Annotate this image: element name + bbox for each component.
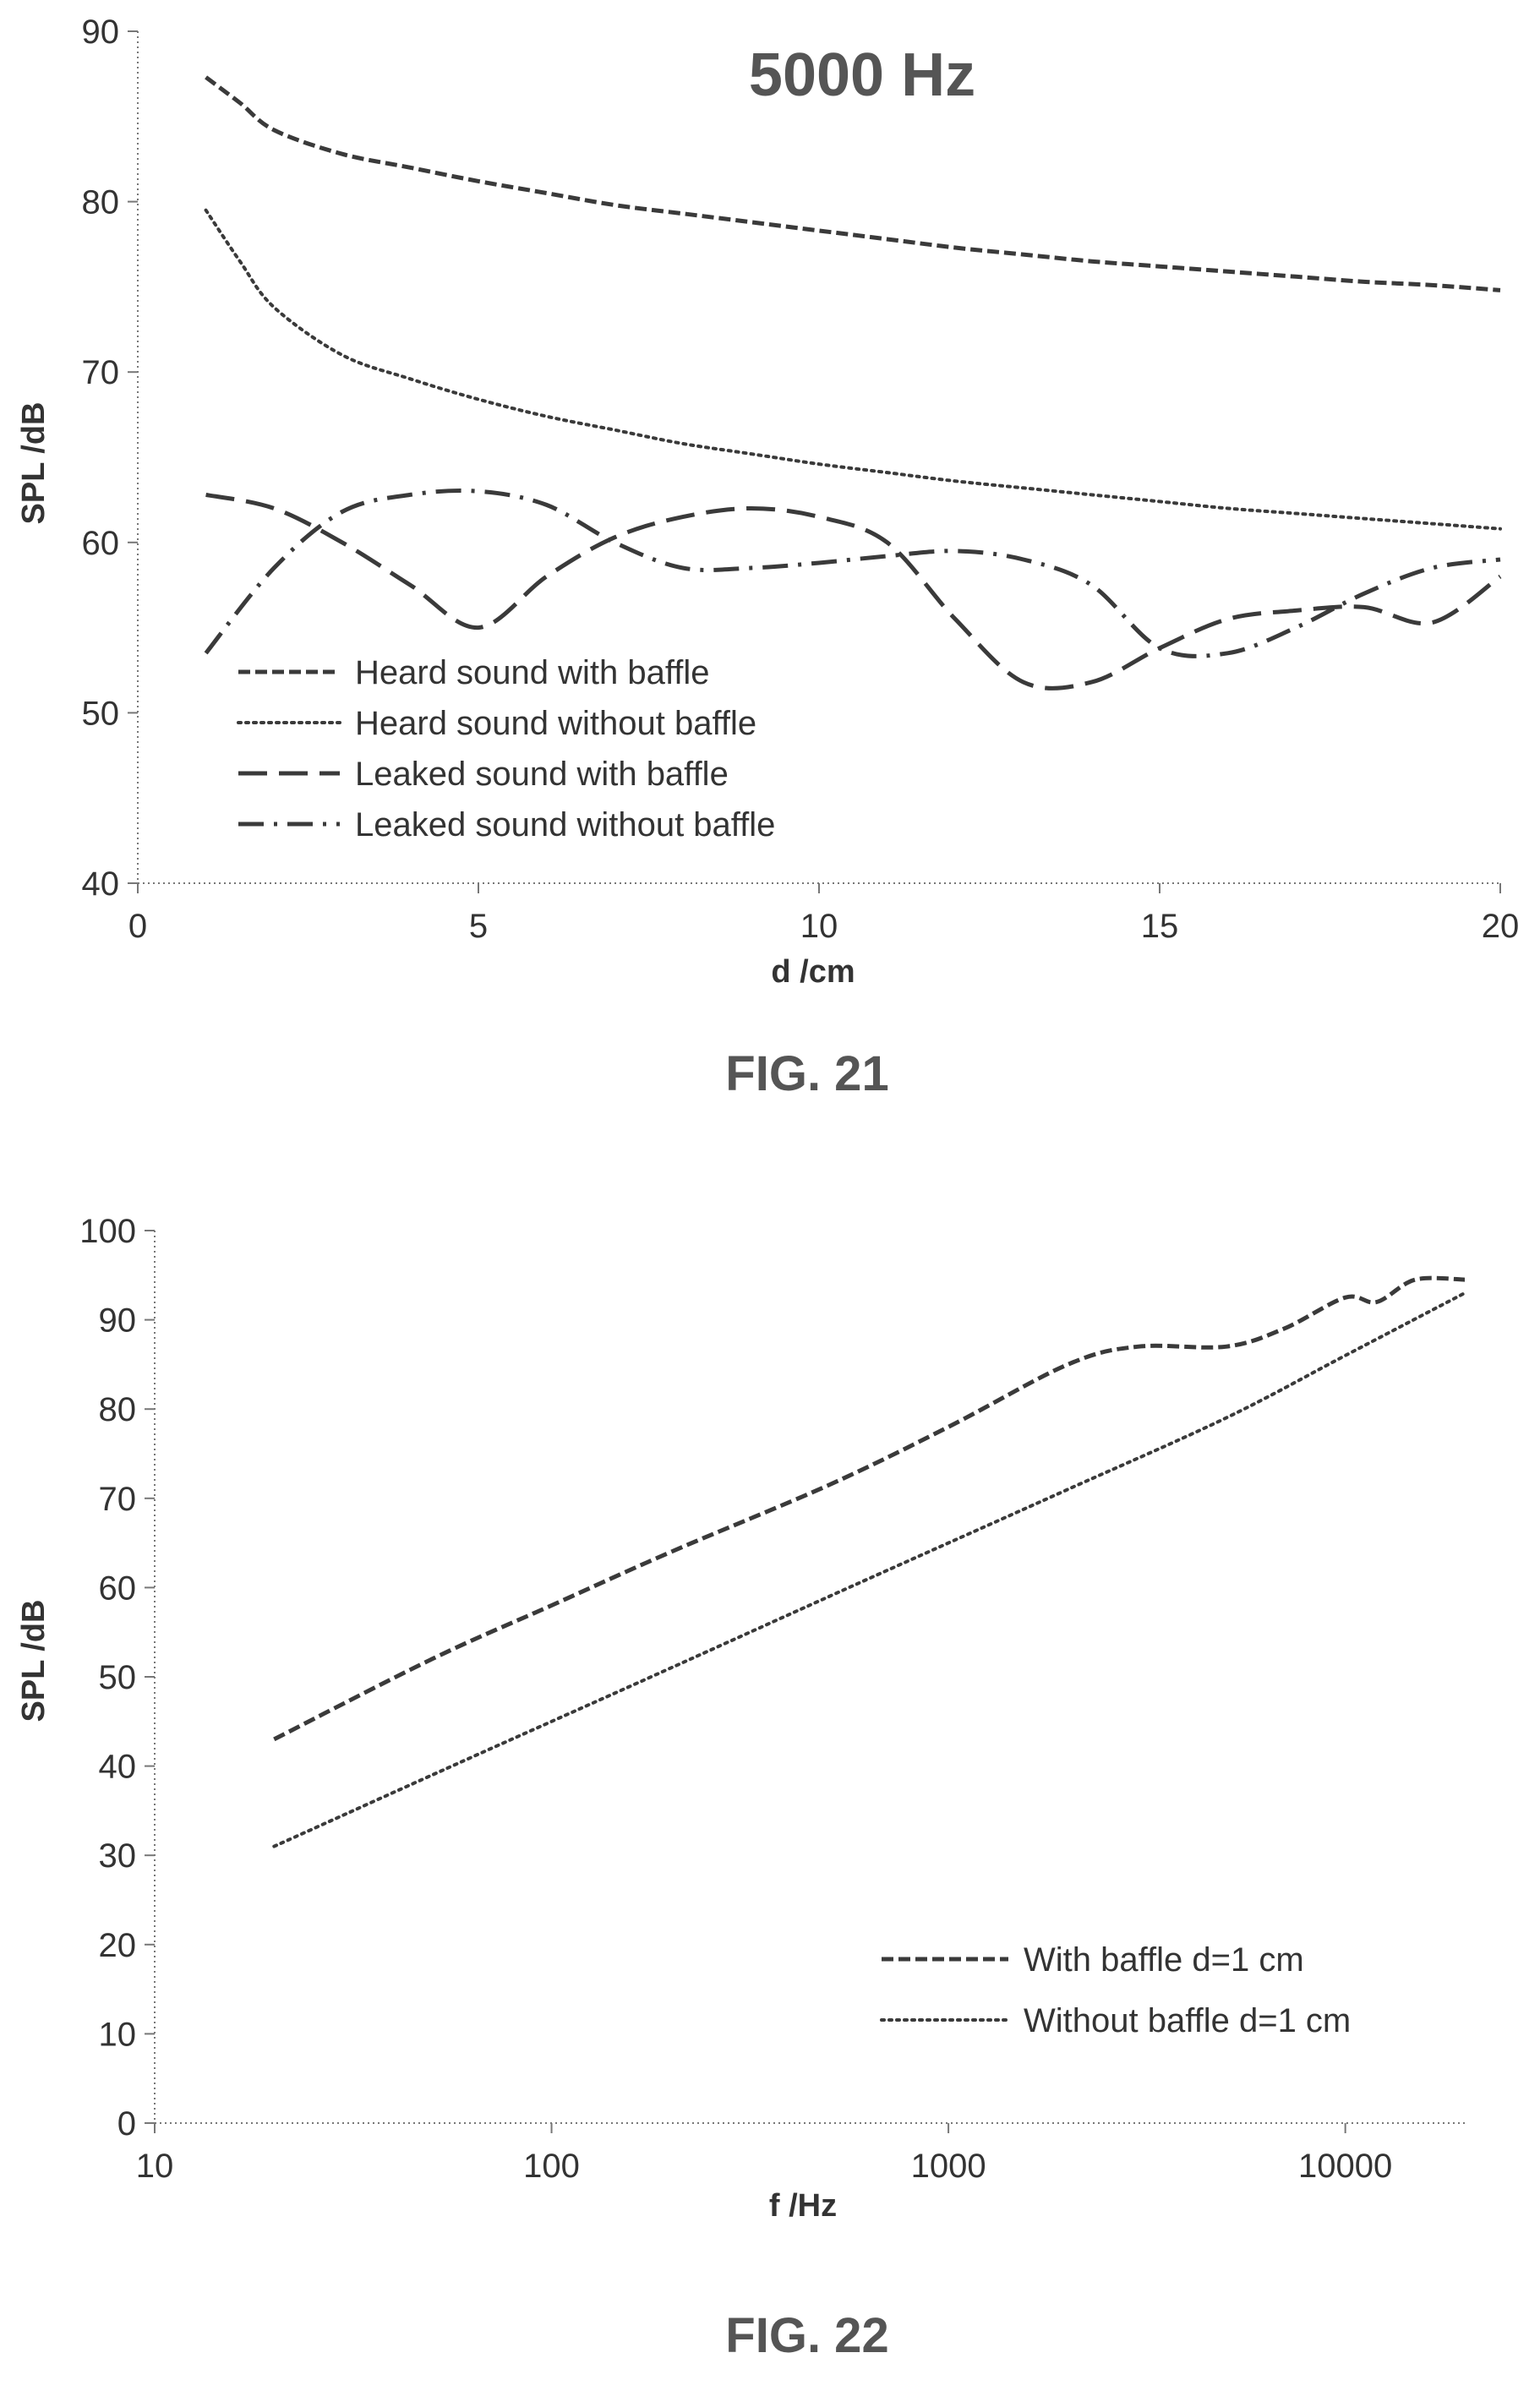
chart-fig21: 40 50 60 70 80 90 0 5 10 15 20 5000 Hz d /cm SPL …	[16, 14, 1519, 1101]
fig21-y-tick-label: 90	[82, 14, 120, 51]
fig21-y-tick-label: 70	[82, 354, 120, 391]
fig21-caption: FIG. 21	[725, 1046, 888, 1101]
fig21-legend-label-heard-sound-without-baffle: Heard sound without baffle	[355, 705, 756, 742]
fig22-y-tick-label: 40	[99, 1749, 137, 1786]
fig21-y-tick-label: 50	[82, 695, 120, 732]
fig22-x-axis-label: f /Hz	[769, 2188, 837, 2224]
fig22-y-tick-label: 30	[99, 1837, 137, 1875]
fig21-legend: Heard sound with baffle Heard sound witho…	[237, 654, 775, 843]
fig22-y-tick-label: 60	[99, 1569, 137, 1607]
fig22-x-tick-label: 100	[523, 2148, 580, 2185]
fig22-x-tick-label: 1000	[911, 2148, 986, 2185]
fig22-y-tick-label: 90	[99, 1302, 137, 1340]
fig21-legend-label-leaked-sound-without-baffle: Leaked sound without baffle	[355, 806, 775, 843]
fig21-y-tick-label: 80	[82, 184, 120, 221]
fig21-x-tick-label: 20	[1482, 908, 1520, 945]
fig21-series-heard-sound-with-baffle	[205, 75, 1501, 292]
fig21-x-tick-label: 5	[469, 908, 488, 945]
fig21-series-leaked-sound-without-baffle	[204, 489, 1501, 658]
fig22-y-tick-label: 100	[79, 1213, 136, 1250]
fig21-y-axis-label: SPL /dB	[16, 402, 52, 525]
fig22-series-without-baffle-d-1-cm	[272, 1291, 1466, 1848]
fig22-y-tick-label: 80	[99, 1391, 137, 1428]
fig21-x-axis-label: d /cm	[771, 954, 855, 990]
fig22-caption: FIG. 22	[725, 2308, 888, 2363]
fig22-series-with-baffle-d-1-cm	[273, 1275, 1466, 1742]
fig21-legend-label-heard-sound-with-baffle: Heard sound with baffle	[355, 654, 710, 691]
fig21-y-tick-label: 60	[82, 525, 120, 562]
fig22-x-tick-label: 10000	[1298, 2148, 1392, 2185]
fig22-legend: With baffle d=1 cm Without baffle d=1 cm	[880, 1941, 1351, 2039]
fig22-y-tick-label: 70	[99, 1481, 137, 1518]
fig22-x-tick-label: 10	[136, 2148, 174, 2185]
fig22-y-axis-label: SPL /dB	[16, 1600, 52, 1722]
fig22-y-tick-label: 0	[117, 2105, 136, 2143]
fig21-series-leaked-sound-with-baffle	[205, 492, 1502, 691]
fig22-y-tick-label: 10	[99, 2016, 137, 2053]
fig22-legend-label-with-baffle-d-1-cm: With baffle d=1 cm	[1024, 1941, 1304, 1979]
fig21-x-tick-label: 15	[1141, 908, 1179, 945]
fig22-legend-label-without-baffle-d-1-cm: Without baffle d=1 cm	[1024, 2002, 1351, 2039]
fig21-y-tick-label: 40	[82, 865, 120, 903]
fig21-series-heard-sound-without-baffle	[204, 208, 1502, 531]
fig21-x-tick-label: 0	[128, 908, 147, 945]
fig22-y-tick-label: 20	[99, 1927, 137, 1964]
fig21-x-tick-label: 10	[800, 908, 838, 945]
fig21-chart-title: 5000 Hz	[749, 41, 975, 109]
fig21-legend-label-leaked-sound-with-baffle: Leaked sound with baffle	[355, 756, 729, 793]
fig22-y-tick-label: 50	[99, 1659, 137, 1696]
